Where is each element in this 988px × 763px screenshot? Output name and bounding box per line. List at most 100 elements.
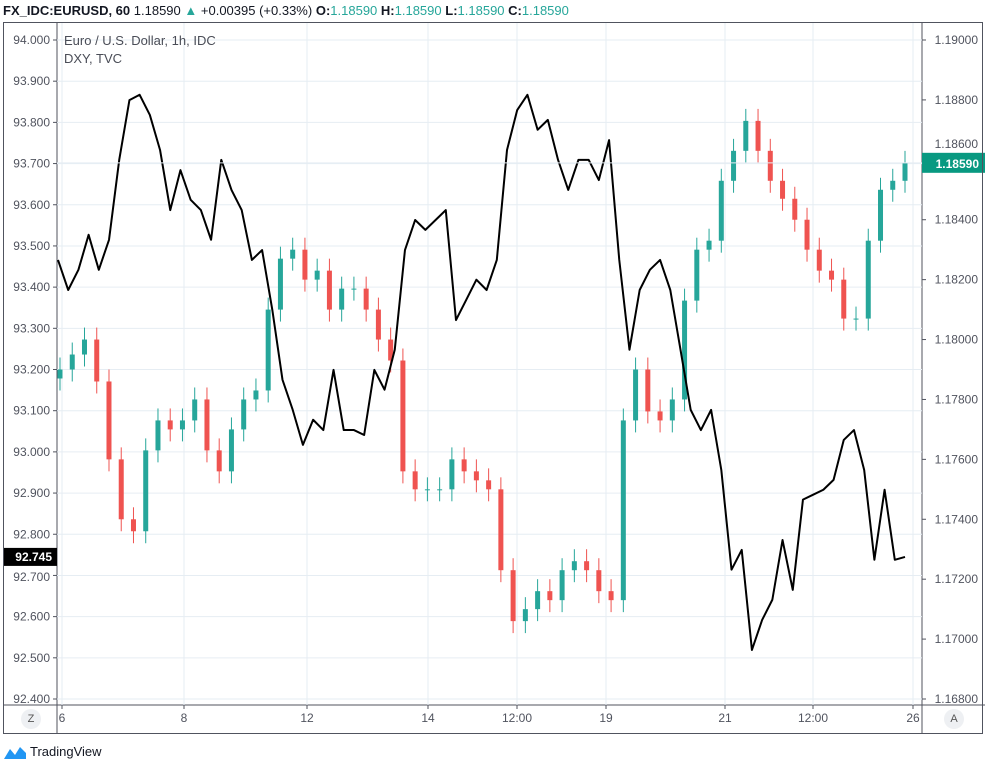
candle-body (351, 288, 357, 290)
left-y-tick-label: 93.200 (13, 363, 50, 377)
left-y-tick-label: 93.100 (13, 404, 50, 418)
tradingview-logo: TradingView (4, 744, 102, 759)
right-y-tick-label: 1.18600 (935, 137, 979, 151)
candle-body (179, 420, 185, 430)
candle-body (167, 420, 173, 430)
candle-body (682, 300, 688, 400)
right-y-tick-label: 1.17400 (935, 512, 979, 526)
candle-body (473, 471, 479, 481)
eurusd-last-price-tag (922, 152, 985, 173)
candle-body (694, 249, 700, 301)
up-arrow-icon: ▲ (184, 3, 198, 18)
candle-body (792, 198, 798, 220)
left-y-tick-label: 94.000 (13, 33, 50, 47)
candle-body (853, 318, 859, 320)
tradingview-logo-icon (4, 746, 26, 759)
left-y-tick-label: 93.900 (13, 74, 50, 88)
left-y-tick-label: 93.600 (13, 198, 50, 212)
candle-body (81, 339, 87, 355)
high-value: 1.18590 (394, 3, 442, 18)
candle-body (424, 489, 430, 491)
candle-body (743, 120, 749, 151)
candle-body (449, 459, 455, 490)
candle-body (314, 270, 320, 280)
left-y-tick-label: 93.700 (13, 157, 50, 171)
candle-body (277, 258, 283, 310)
left-y-tick-label: 92.500 (13, 651, 50, 665)
left-y-tick-label: 92.400 (13, 692, 50, 706)
left-y-tick-label: 93.800 (13, 115, 50, 129)
last-price: 1.18590 (133, 3, 181, 18)
price-change: +0.00395 (+0.33%) (200, 3, 313, 18)
main-series-legend[interactable]: Euro / U.S. Dollar, 1h, IDC (64, 33, 216, 48)
x-tick-label: 14 (421, 711, 435, 725)
candle-body (890, 180, 896, 190)
candle-body (706, 240, 712, 250)
candle-body (547, 591, 553, 601)
candle-body (620, 420, 626, 601)
candle-body (412, 471, 418, 490)
left-y-tick-label: 92.700 (13, 570, 50, 584)
candle-body (290, 249, 296, 259)
candle-body (571, 561, 577, 571)
open-value: 1.18590 (330, 3, 378, 18)
candle-body (718, 180, 724, 241)
candle-body (130, 519, 136, 532)
right-y-tick-label: 1.18400 (935, 213, 979, 227)
candle-body (192, 399, 198, 421)
low-label: L: (445, 3, 458, 18)
right-y-tick-label: 1.18800 (935, 93, 979, 107)
candle-body (57, 369, 63, 379)
candle-body (118, 459, 124, 520)
candle-body (596, 570, 602, 592)
candle-body (535, 591, 541, 610)
low-value: 1.18590 (457, 3, 505, 18)
candle-body (437, 489, 443, 491)
candle-body (302, 249, 308, 280)
candle-body (755, 120, 761, 151)
candle-body (265, 309, 271, 391)
x-tick-label: 6 (59, 711, 66, 725)
x-tick-label: 21 (718, 711, 732, 725)
right-y-tick-label: 1.16800 (935, 692, 979, 706)
left-y-tick-label: 92.900 (13, 486, 50, 500)
brand-name: TradingView (30, 744, 102, 759)
candle-body (253, 390, 259, 400)
left-y-tick-label: 92.800 (13, 527, 50, 541)
candle-body (510, 570, 516, 622)
candle-body (143, 450, 149, 532)
candle-body (829, 270, 835, 280)
candle-body (400, 360, 406, 472)
candle-body (584, 561, 590, 571)
dxy-last-price-label: 92.745 (15, 550, 52, 564)
candle-body (388, 339, 394, 361)
chart-frame (3, 22, 983, 734)
x-tick-label: 26 (906, 711, 920, 725)
candle-body (608, 591, 614, 601)
candle-body (498, 489, 504, 571)
candle-body (363, 288, 369, 310)
auto-scale-left-button[interactable]: Z (21, 709, 41, 729)
candle-body (731, 150, 737, 181)
auto-scale-right-button[interactable]: A (944, 709, 964, 729)
candle-body (326, 270, 332, 310)
right-y-tick-label: 1.19000 (935, 33, 979, 47)
candle-body (241, 399, 247, 430)
x-tick-label: 12:00 (502, 711, 532, 725)
left-y-tick-label: 93.300 (13, 321, 50, 335)
dxy-last-price-tag (4, 547, 57, 566)
candle-body (669, 399, 675, 421)
right-y-tick-label: 1.17200 (935, 572, 979, 586)
candle-body (94, 339, 100, 382)
left-y-tick-label: 93.000 (13, 445, 50, 459)
right-y-tick-label: 1.17800 (935, 392, 979, 406)
candle-body (486, 480, 492, 490)
overlay-series-legend[interactable]: DXY, TVC (64, 51, 123, 66)
candle-body (69, 354, 75, 370)
x-tick-label: 19 (599, 711, 613, 725)
right-y-tick-label: 1.18000 (935, 333, 979, 347)
left-y-tick-label: 92.600 (13, 610, 50, 624)
candle-body (657, 411, 663, 421)
symbol-header: FX_IDC:EURUSD, 60 1.18590 ▲ +0.00395 (+0… (3, 3, 569, 18)
